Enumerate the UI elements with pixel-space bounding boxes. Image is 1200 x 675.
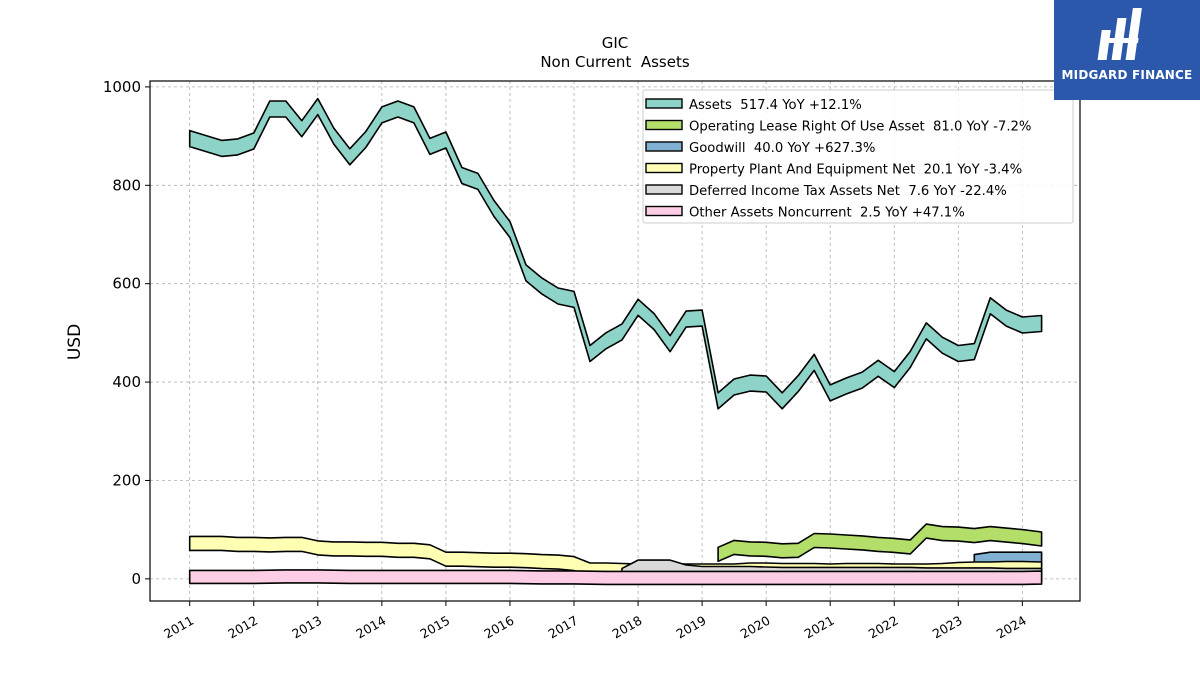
legend-swatch [645,205,683,217]
legend-swatch [645,141,683,152]
y-tick-label: 600 [112,275,141,293]
x-tick-label: 2023 [930,613,965,642]
grid [150,81,1080,601]
legend-swatch [645,162,683,174]
y-tick-label: 200 [112,471,141,489]
legend-box [642,89,1074,224]
logo-mark-icon [1097,8,1142,60]
legend-label: Deferred Income Tax Assets Net 7.6 YoY -… [689,184,1007,199]
legend-swatch [645,98,683,109]
x-tick-label: 2021 [802,613,837,642]
x-tick-label: 2022 [866,613,901,642]
brand-logo: MIDGARD FINANCE [1054,0,1200,100]
legend-swatch [645,119,683,131]
x-tick-label: 2012 [225,613,260,642]
x-tick-label: 2019 [674,613,709,642]
x-tick-label: 2015 [417,613,452,642]
x-tick-label: 2011 [161,613,196,642]
plot-area [188,97,1043,586]
chart-title: GIC [602,34,629,52]
x-tick-label: 2014 [353,613,388,642]
legend-label: Other Assets Noncurrent 2.5 YoY +47.1% [689,206,965,221]
y-tick-label: 1000 [103,78,141,96]
x-tick-label: 2017 [545,613,580,642]
x-tick-label: 2013 [289,613,324,642]
legend-label: Assets 517.4 YoY +12.1% [689,98,862,113]
series-band-1 [717,523,1043,563]
x-tick-label: 2024 [994,613,1029,642]
series-band-0 [188,97,1043,410]
legend: Assets 517.4 YoY +12.1% Operating Lease R… [642,89,1074,224]
chart-subtitle: Non Current Assets [540,53,690,71]
legend-label: Goodwill 40.0 YoY +627.3% [689,141,875,156]
plot-frame [149,80,1081,602]
legend-label: Operating Lease Right Of Use Asset 81.0 … [689,120,1031,135]
legend-swatch [645,184,683,195]
x-tick-label: 2020 [738,613,773,642]
y-tick-label: 400 [112,373,141,391]
logo-text: MIDGARD FINANCE [1061,68,1193,82]
x-tick-label: 2016 [481,613,516,642]
legend-label: Property Plant And Equipment Net 20.1 Yo… [689,163,1022,178]
y-tick-label: 800 [112,176,141,194]
y-axis-label: USD [65,324,85,360]
y-tick-label: 0 [131,570,141,588]
x-tick-label: 2018 [610,613,645,642]
series-band-5 [188,569,1043,586]
